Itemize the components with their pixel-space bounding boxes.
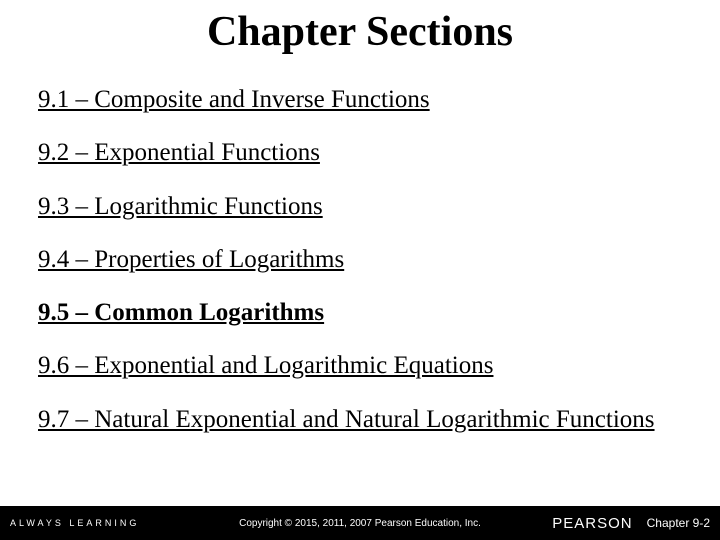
section-item-current: 9.5 – Common Logarithms <box>38 297 682 328</box>
chapter-reference: Chapter 9-2 <box>647 516 710 530</box>
footer-right-group: PEARSON Chapter 9-2 <box>552 515 710 532</box>
sections-list: 9.1 – Composite and Inverse Functions 9.… <box>0 84 720 540</box>
footer-copyright: Copyright © 2015, 2011, 2007 Pearson Edu… <box>239 518 481 529</box>
page-title: Chapter Sections <box>0 8 720 56</box>
slide-container: Chapter Sections 9.1 – Composite and Inv… <box>0 0 720 540</box>
section-item: 9.6 – Exponential and Logarithmic Equati… <box>38 350 682 381</box>
footer-bar: ALWAYS LEARNING Copyright © 2015, 2011, … <box>0 506 720 540</box>
section-item: 9.1 – Composite and Inverse Functions <box>38 84 682 115</box>
section-item: 9.2 – Exponential Functions <box>38 137 682 168</box>
section-item: 9.7 – Natural Exponential and Natural Lo… <box>38 404 682 435</box>
footer-tagline: ALWAYS LEARNING <box>10 518 139 528</box>
section-item: 9.3 – Logarithmic Functions <box>38 191 682 222</box>
pearson-logo: PEARSON <box>552 515 632 532</box>
section-item: 9.4 – Properties of Logarithms <box>38 244 682 275</box>
